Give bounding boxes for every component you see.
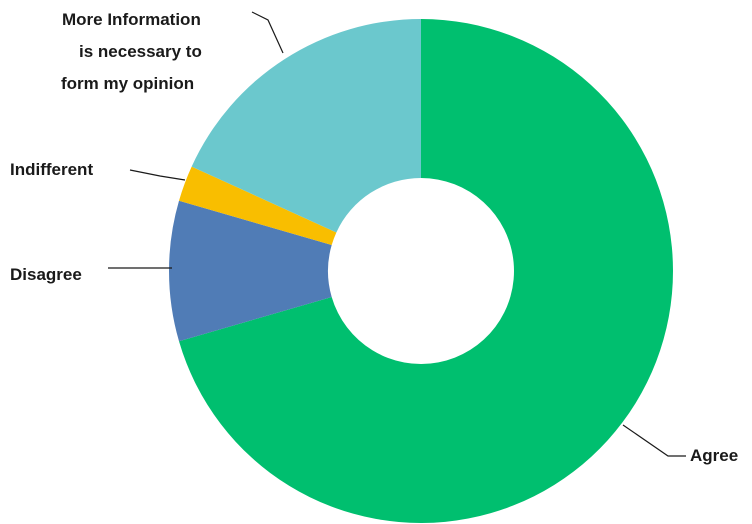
labels-layer: Agree Disagree Indifferent More Information… [10, 10, 738, 465]
slice-label-agree: Agree [690, 446, 738, 465]
slices-layer [168, 19, 674, 523]
leader-line-indifferent [129, 169, 186, 181]
slice-indifferent [179, 166, 337, 246]
slice-label-disagree: Disagree [10, 265, 82, 284]
leader-lines-layer [108, 11, 686, 457]
slice-disagree [168, 200, 332, 342]
slice-agree [179, 19, 674, 523]
slice-label-more-information-is-necessary-to-form-my-opinion-line-1: More Information [62, 10, 201, 29]
slice-label-more-information-is-necessary-to-form-my-opinion-line-3: form my opinion [61, 74, 194, 93]
leader-line-more-information-is-necessary-to-form-my-opinion [251, 11, 284, 54]
slice-label-indifferent: Indifferent [10, 160, 93, 179]
slice-label-more-information-is-necessary-to-form-my-opinion-line-2: is necessary to [79, 42, 202, 61]
slice-more-information-is-necessary-to-form-my-opinion [191, 19, 421, 233]
leader-line-agree [622, 424, 686, 457]
